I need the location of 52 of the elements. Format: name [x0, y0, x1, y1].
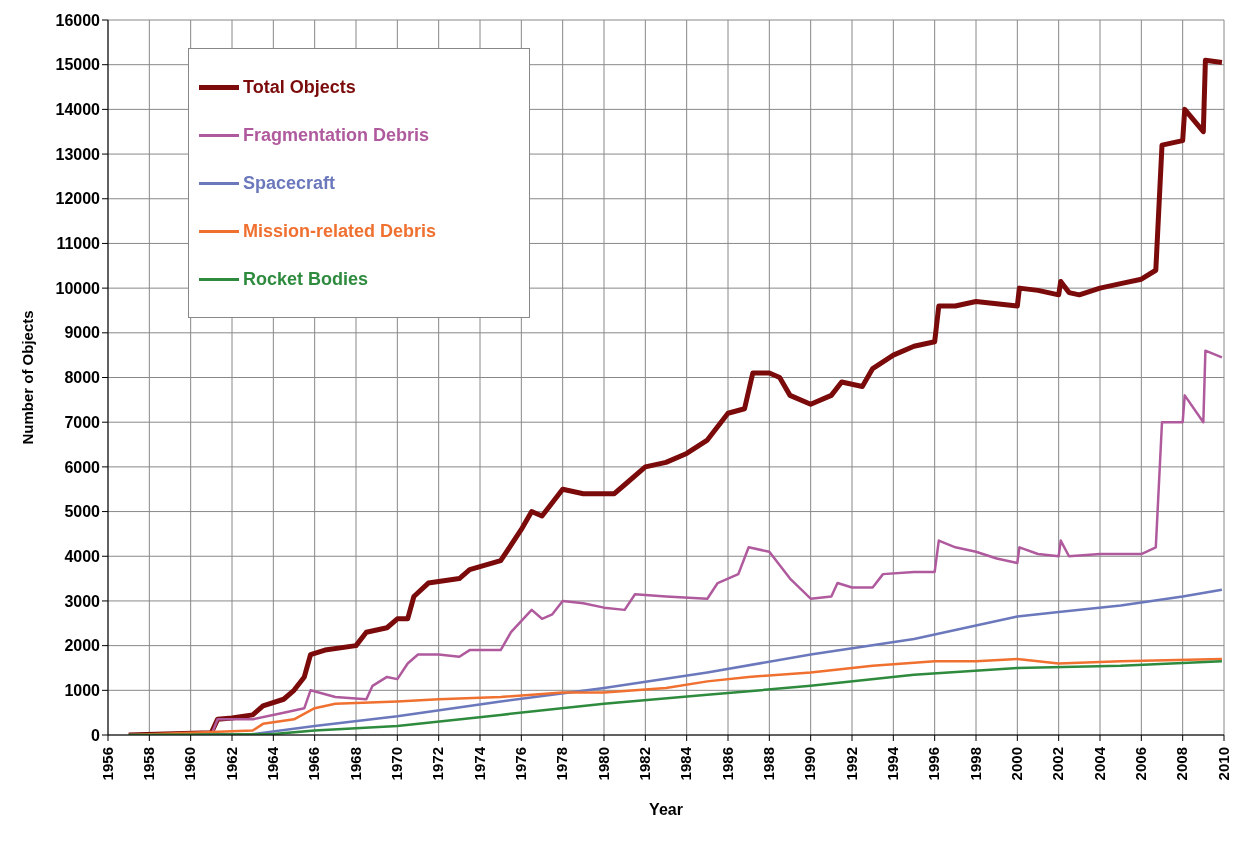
x-tick-label: 1984: [677, 746, 695, 781]
y-tick-label: 10000: [55, 279, 101, 297]
x-tick-label: 1986: [718, 747, 736, 781]
x-tick-label: 1956: [98, 747, 116, 781]
y-tick-label: 1000: [64, 681, 101, 699]
x-tick-label: 1974: [470, 746, 488, 781]
y-tick-label: 3000: [64, 592, 101, 610]
x-axis-title: Year: [649, 801, 683, 818]
y-tick-label: 8000: [64, 369, 101, 387]
x-tick-label: 1978: [553, 747, 571, 781]
x-tick-label: 1970: [387, 747, 405, 781]
x-tick-label: 1982: [635, 747, 653, 781]
x-tick-label: 1964: [263, 746, 281, 781]
y-tick-label: 13000: [55, 145, 101, 163]
x-tick-label: 1996: [925, 747, 943, 781]
x-tick-label: 2002: [1049, 747, 1067, 781]
legend-label: Mission-related Debris: [243, 220, 437, 242]
x-tick-label: 1958: [139, 747, 157, 781]
y-tick-label: 5000: [64, 503, 101, 521]
y-tick-label: 9000: [64, 324, 101, 342]
x-tick-label: 1998: [966, 747, 984, 781]
y-tick-label: 6000: [64, 458, 101, 476]
legend-label: Rocket Bodies: [243, 268, 369, 290]
x-tick-label: 1968: [346, 747, 364, 781]
x-tick-label: 2010: [1214, 747, 1232, 781]
x-tick-label: 2004: [1090, 746, 1108, 781]
y-tick-label: 15000: [55, 56, 101, 74]
x-tick-label: 1988: [759, 747, 777, 781]
x-tick-label: 1960: [181, 747, 199, 781]
x-tick-label: 1966: [305, 747, 323, 781]
y-tick-label: 11000: [56, 235, 101, 253]
legend-label: Fragmentation Debris: [243, 124, 430, 146]
legend-label: Spacecraft: [243, 172, 336, 194]
y-tick-label: 12000: [55, 190, 101, 208]
y-tick-label: 2000: [64, 637, 101, 655]
y-tick-label: 14000: [55, 101, 101, 119]
x-tick-label: 1990: [801, 747, 819, 781]
y-tick-label: 0: [91, 726, 101, 744]
y-tick-label: 16000: [55, 11, 101, 29]
x-tick-label: 1972: [429, 747, 447, 781]
x-tick-label: 1992: [842, 747, 860, 781]
y-axis-title: Number of Objects: [19, 310, 37, 445]
y-tick-label: 7000: [64, 413, 101, 431]
x-tick-label: 1976: [511, 747, 529, 781]
x-tick-label: 1994: [883, 746, 901, 781]
x-tick-label: 2008: [1173, 747, 1191, 781]
legend-label: Total Objects: [243, 76, 356, 98]
x-tick-label: 2000: [1007, 747, 1025, 781]
x-tick-label: 1980: [594, 747, 612, 781]
y-tick-label: 4000: [64, 547, 101, 565]
x-tick-label: 2006: [1131, 747, 1149, 781]
x-tick-label: 1962: [222, 747, 240, 781]
